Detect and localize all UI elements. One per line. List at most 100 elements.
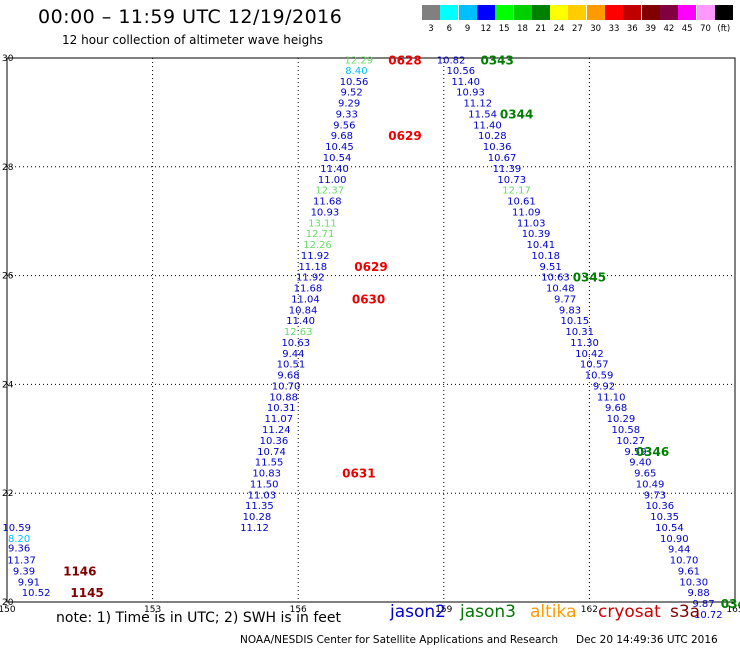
- data-point-label: 9.29: [338, 99, 360, 110]
- x-tick-label: 150: [0, 605, 16, 615]
- data-point-label: 10.90: [660, 534, 689, 545]
- satellite-jason3: jason3: [460, 602, 516, 622]
- data-point-label: 10.31: [565, 327, 594, 338]
- chart-marks: 10.8210.5611.4010.9311.1211.5411.4010.28…: [2, 54, 740, 621]
- legend-swatch: [531, 5, 550, 20]
- data-point-label: 10.63: [541, 273, 570, 284]
- data-point-label: 11.50: [250, 479, 279, 490]
- data-point-label: 10.18: [531, 251, 560, 262]
- data-point-label: 9.68: [277, 371, 299, 382]
- legend-swatch: [513, 5, 532, 20]
- data-point-label: 11.35: [245, 501, 274, 512]
- data-point-label: 11.92: [301, 251, 330, 262]
- y-tick-label: 22: [2, 489, 13, 499]
- legend-label: 24: [553, 24, 565, 34]
- footer-note: note: 1) Time is in UTC; 2) SWH is in fe…: [56, 610, 342, 626]
- data-point-label: 11.37: [7, 556, 36, 567]
- data-point-label: 11.07: [264, 414, 293, 425]
- data-point-label: 9.68: [605, 403, 627, 414]
- time-annotation: 1145: [70, 586, 103, 600]
- time-annotation: 0346: [636, 445, 669, 459]
- data-point-label: 12.29: [345, 56, 374, 67]
- data-point-label: 9.52: [340, 88, 362, 99]
- legend-swatch: [422, 5, 440, 20]
- y-tick-label: 30: [2, 54, 14, 64]
- legend-swatch: [568, 5, 587, 20]
- legend-swatch: [714, 5, 733, 20]
- data-point-label: 11.40: [286, 316, 315, 327]
- page-title: 00:00 – 11:59 UTC 12/19/2016: [38, 6, 343, 28]
- data-point-label: 10.36: [483, 142, 512, 153]
- satellite-cryosat: cryosat: [598, 602, 661, 622]
- data-point-label: 9.88: [687, 588, 709, 599]
- data-point-label: 10.49: [636, 479, 665, 490]
- legend-label: 6: [446, 24, 452, 34]
- data-point-label: 9.92: [593, 381, 615, 392]
- satellite-altika: altika: [530, 602, 577, 622]
- legend-label: 39: [645, 24, 656, 34]
- data-point-label: 10.72: [694, 610, 723, 621]
- data-point-label: 10.36: [260, 436, 289, 447]
- data-point-label: 9.40: [629, 458, 651, 469]
- legend-swatch: [641, 5, 660, 20]
- data-point-label: 10.42: [575, 349, 604, 360]
- data-point-label: 10.31: [267, 403, 296, 414]
- data-point-label: 10.67: [488, 153, 517, 164]
- legend-swatch: [623, 5, 642, 20]
- data-point-label: 9.39: [13, 566, 35, 577]
- data-point-label: 10.82: [437, 56, 466, 67]
- x-tick-label: 153: [144, 605, 161, 615]
- data-point-label: 11.39: [493, 164, 522, 175]
- x-tick-label: 165: [726, 605, 740, 615]
- legend-label: 42: [663, 24, 675, 34]
- time-annotation: 1146: [63, 564, 96, 578]
- legend-label: 15: [498, 24, 510, 34]
- data-point-label: 11.18: [298, 262, 327, 273]
- legend-swatch: [678, 5, 697, 20]
- data-point-label: 12.37: [315, 186, 344, 197]
- data-point-label: 10.45: [325, 142, 354, 153]
- credit-org: NOAA/NESDIS Center for Satellite Applica…: [240, 634, 558, 646]
- legend-label: 21: [535, 24, 547, 34]
- y-tick-label: 26: [2, 272, 14, 282]
- data-point-label: 8.20: [8, 534, 30, 545]
- data-point-label: 9.68: [331, 131, 353, 142]
- data-point-label: 10.56: [446, 66, 475, 77]
- legend-label: 70: [700, 24, 711, 34]
- data-point-label: 9.59: [624, 447, 646, 458]
- page-subtitle: 12 hour collection of altimeter wave hei…: [62, 33, 324, 47]
- data-point-label: 9.33: [336, 109, 358, 120]
- data-point-label: 11.12: [240, 523, 269, 534]
- data-point-label: 9.77: [554, 294, 576, 305]
- x-tick-label: 156: [290, 605, 307, 615]
- data-point-label: 9.73: [644, 490, 666, 501]
- satellite-jason2: jason2: [390, 602, 446, 622]
- chart-axes: 150 153 156 159 162 165 20 22 24 26 28 30: [0, 54, 740, 615]
- credit-timestamp: Dec 20 14:49:36 UTC 2016: [576, 634, 718, 646]
- data-point-label: 9.87: [692, 599, 714, 610]
- y-tick-label: 28: [2, 163, 14, 173]
- y-tick-label: 24: [2, 380, 14, 390]
- data-point-label: 11.30: [570, 338, 599, 349]
- data-point-label: 10.73: [497, 175, 526, 186]
- legend-swatch: [550, 5, 569, 20]
- data-point-label: 10.74: [257, 447, 286, 458]
- legend-swatch: [586, 5, 605, 20]
- legend-label: 45: [681, 24, 693, 34]
- data-point-label: 10.93: [311, 207, 340, 218]
- data-point-label: 11.40: [451, 77, 480, 88]
- data-point-label: 10.28: [478, 131, 507, 142]
- legend-swatch: [605, 5, 623, 20]
- data-point-label: 9.65: [634, 469, 656, 480]
- data-point-label: 11.10: [597, 392, 626, 403]
- data-point-label: 9.44: [282, 349, 304, 360]
- y-tick-label: 20: [2, 598, 14, 608]
- data-point-label: 9.36: [8, 544, 30, 555]
- data-point-label: 11.12: [463, 99, 492, 110]
- legend-swatch: [440, 5, 459, 20]
- data-point-label: 10.59: [2, 523, 31, 534]
- data-point-label: 10.29: [607, 414, 636, 425]
- data-point-label: 11.68: [313, 197, 342, 208]
- data-point-label: 11.40: [320, 164, 349, 175]
